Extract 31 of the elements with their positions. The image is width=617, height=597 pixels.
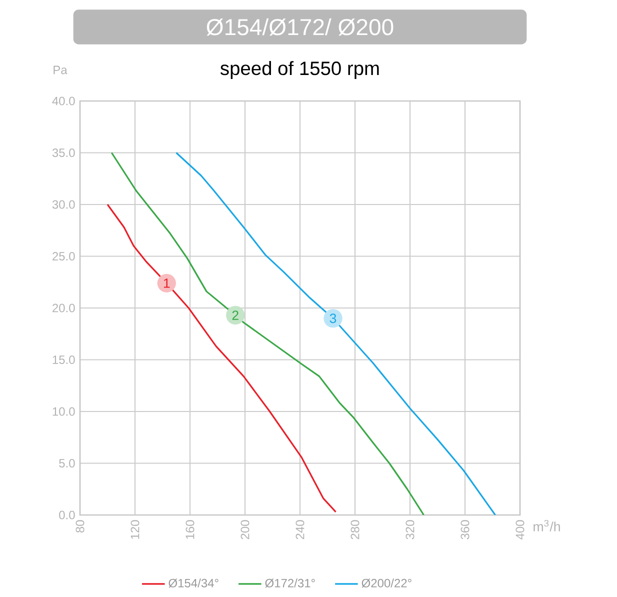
y-tick-label: 40.0 [52, 96, 75, 106]
x-tick-label: 80 [76, 520, 84, 533]
line-series [106, 204, 337, 513]
x-tick-label: 240 [296, 520, 304, 540]
annotation: 2 [232, 310, 238, 320]
x-tick-label: 120 [130, 520, 140, 539]
y-tick-label: 25.0 [52, 252, 75, 261]
chart-title: Ø154/Ø172/ Ø200 [206, 18, 394, 36]
line-series [175, 152, 496, 516]
legend-label: Ø172/31° [265, 578, 315, 588]
y-tick-label: 0.0 [59, 510, 75, 520]
y-tick-label: 15.0 [52, 355, 75, 364]
chart-subtitle: speed of 1550 rpm [220, 61, 379, 79]
y-tick-label: 30.0 [52, 200, 75, 209]
y-tick-label: 20.0 [52, 304, 75, 312]
x-tick-label: 280 [350, 520, 360, 540]
annotation: 3 [330, 314, 336, 324]
y-axis-title: Pa [54, 66, 68, 74]
y-tick-label: 10.0 [52, 407, 75, 416]
legend-label: Ø154/34° [168, 578, 218, 588]
annotation: 1 [164, 278, 170, 288]
x-tick-label: 200 [240, 520, 250, 540]
legend-label: Ø200/22° [362, 578, 412, 588]
y-tick-label: 35.0 [52, 148, 75, 158]
line-series [110, 152, 425, 516]
x-tick-label: 160 [186, 520, 194, 539]
x-axis-title: m$^{3}$/h [534, 520, 560, 532]
x-tick-label: 400 [516, 520, 524, 540]
x-tick-label: 320 [406, 520, 414, 540]
x-tick-label: 360 [460, 520, 470, 540]
y-tick-label: 5.0 [59, 459, 75, 468]
